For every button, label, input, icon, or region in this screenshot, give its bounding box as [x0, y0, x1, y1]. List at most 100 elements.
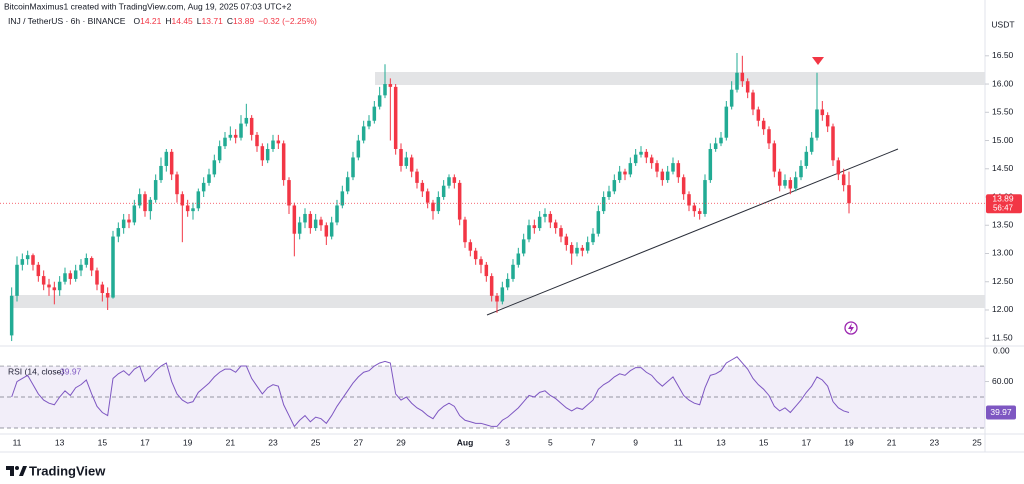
candle-body [244, 117, 249, 124]
candle-body [575, 247, 579, 254]
candle-body [649, 157, 654, 164]
alert-icon[interactable] [844, 321, 858, 335]
candle-body [729, 89, 734, 107]
candle-body [132, 205, 137, 223]
x-tick-label: 15 [759, 437, 769, 447]
candle-body [793, 177, 798, 189]
x-tick-label: 11 [13, 437, 22, 447]
y-tick-label: 13.00 [992, 248, 1014, 258]
candle-body [703, 180, 707, 214]
candle-body [644, 151, 649, 158]
candle-body [532, 225, 537, 229]
candle-body [100, 284, 105, 294]
candle-body [116, 228, 121, 237]
logo: TradingView [6, 463, 106, 478]
candle-body [57, 281, 62, 291]
logo-mark [15, 466, 19, 470]
candle-body [399, 148, 403, 166]
y-tick-label: 16.00 [992, 78, 1014, 88]
x-tick-label: 17 [802, 437, 812, 447]
rsi-tag [986, 405, 1016, 420]
candle-body [303, 213, 307, 223]
price-tag-value: 13.89 [992, 193, 1014, 203]
candle-body [655, 163, 659, 172]
candle-body [409, 157, 414, 172]
candle-body [148, 199, 153, 212]
x-tick-label: 29 [396, 437, 406, 447]
candle-body [788, 180, 793, 189]
candle-body [212, 160, 217, 175]
candle-body [239, 123, 243, 138]
candle-body [137, 194, 142, 206]
candle-body [841, 174, 846, 186]
candle-body [249, 117, 254, 135]
candle-body [127, 219, 131, 223]
alert-circle[interactable] [844, 321, 858, 335]
x-tick-label: 13 [55, 437, 65, 447]
candle-body [596, 211, 601, 234]
candle-body [671, 163, 675, 172]
candle-body [41, 276, 46, 285]
candle-body [271, 140, 275, 149]
y-tick-label: 16.50 [992, 50, 1014, 60]
candle-body [191, 208, 195, 212]
rsi-pane-label: 0.00 [993, 345, 1010, 355]
candle-body [820, 109, 825, 116]
candle-body [809, 137, 814, 152]
candle-body [617, 171, 622, 181]
candle-body [180, 194, 185, 206]
alert-bolt[interactable] [848, 323, 854, 333]
candle-body [660, 171, 665, 181]
candle-body [681, 177, 686, 195]
ohlc-value: 14.45 [172, 16, 194, 26]
candle-body [73, 270, 78, 279]
candle-body [425, 191, 430, 203]
x-tick-label: 25 [972, 437, 982, 447]
candle-body [47, 284, 51, 288]
candle-body [260, 146, 265, 161]
candle-body [281, 143, 286, 181]
candle-body [223, 137, 227, 147]
candle-body [196, 191, 201, 209]
countdown: 56:47 [993, 203, 1014, 212]
ohlc-value: 14.21 [140, 16, 162, 26]
candle-body [580, 247, 585, 251]
candle-body [548, 213, 553, 223]
candle-body [441, 185, 446, 198]
candle-body [164, 151, 169, 166]
candle-body [404, 157, 409, 166]
candle-body [836, 160, 841, 175]
logo-text: TradingView [29, 463, 106, 478]
candle-body [740, 72, 745, 82]
candle-body [233, 134, 238, 138]
candle-body [569, 245, 574, 254]
x-tick-label: 11 [674, 437, 683, 447]
candle-body [484, 264, 489, 277]
candle-body [121, 219, 126, 229]
candle-body [159, 165, 163, 181]
candle-body [559, 228, 563, 237]
candle-body [393, 86, 398, 149]
candle-body [297, 222, 302, 234]
candle-body [340, 191, 345, 206]
change: −0.32 (−2.25%) [258, 16, 317, 26]
candle-body [308, 213, 313, 229]
candle-body [564, 236, 569, 246]
logo-mark [19, 466, 27, 476]
x-tick-label: 7 [591, 437, 596, 447]
candle-body [591, 233, 595, 243]
candle-body [521, 239, 526, 254]
candle-body [255, 134, 259, 147]
candle-body [95, 270, 99, 285]
rsi-line [11, 356, 850, 428]
price-tag [986, 194, 1022, 214]
candle-body [319, 219, 323, 226]
candle-body [713, 143, 718, 149]
candle-body [111, 236, 115, 298]
candle-body [623, 171, 627, 175]
ohlc-label: H [165, 16, 171, 26]
candle-body [516, 253, 521, 265]
candle-body [799, 165, 803, 178]
